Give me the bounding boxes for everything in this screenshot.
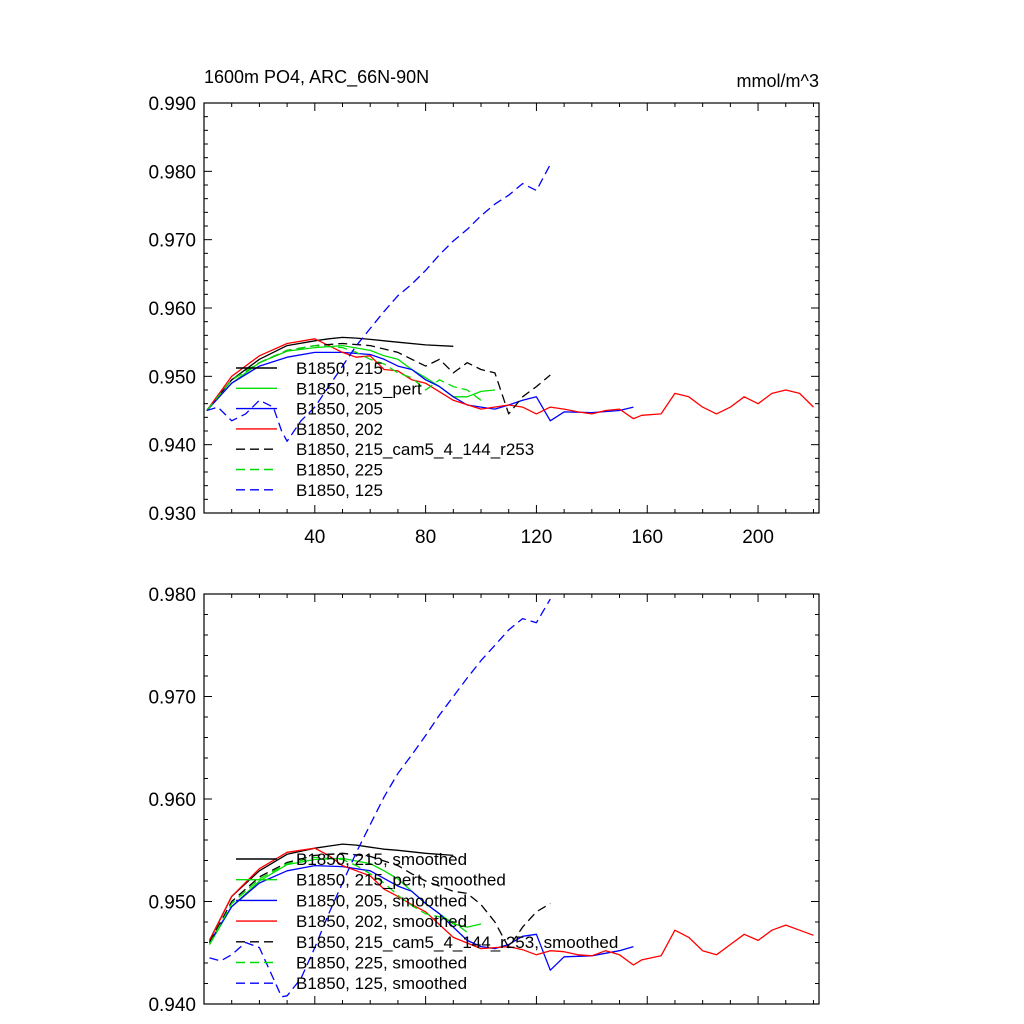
top-legend-label-4: B1850, 215_cam5_4_144_r253	[296, 440, 534, 459]
bottom-y-tick-label: 0.980	[148, 585, 196, 606]
top-series-line-2	[206, 351, 634, 422]
top-y-tick-label: 0.970	[148, 231, 196, 252]
bottom-y-tick-label: 0.950	[148, 893, 196, 914]
top-x-tick-label: 40	[304, 527, 325, 548]
bottom-series-line-6	[209, 598, 551, 998]
top-chart-units: mmol/m^3	[737, 71, 819, 91]
bottom-series-line-5	[208, 856, 468, 945]
top-y-tick-label: 0.980	[148, 162, 196, 183]
top-y-tick-label: 0.950	[148, 367, 196, 388]
bottom-plot-frame	[203, 593, 820, 1005]
bottom-y-tick-label: 0.960	[148, 790, 196, 811]
top-legend-label-2: B1850, 205	[296, 400, 383, 419]
bottom-chart-panel: 0.940 0.950 0.960 0.970 0.980 B1850, 215, sm…	[148, 585, 820, 1016]
bottom-legend-label-6: B1850, 125, smoothed	[296, 974, 467, 993]
top-series-line-0	[206, 336, 454, 411]
top-chart-panel: 1600m PO4, ARC_66N-90N mmol/m^3 40 80 120 1…	[148, 67, 820, 548]
top-x-tick-label: 120	[521, 527, 553, 548]
bottom-series-line-3	[208, 847, 814, 966]
bottom-legend-label-5: B1850, 225, smoothed	[296, 954, 467, 973]
top-y-tick-label: 0.940	[148, 436, 196, 457]
bottom-y-tick-label: 0.970	[148, 688, 196, 709]
top-x-tick-label: 80	[415, 527, 436, 548]
top-y-tick-label: 0.990	[148, 94, 196, 115]
top-series-line-3	[206, 338, 814, 420]
bottom-y-tick-label: 0.940	[148, 995, 196, 1016]
bottom-series-line-2	[208, 864, 634, 971]
bottom-legend-label-1: B1850, 215_pert, smoothed	[296, 871, 506, 890]
bottom-legend-label-2: B1850, 205, smoothed	[296, 891, 467, 910]
top-chart-title: 1600m PO4, ARC_66N-90N	[204, 67, 429, 88]
top-x-tick-label: 200	[742, 527, 774, 548]
bottom-series-line-4	[208, 852, 551, 949]
top-legend-label-5: B1850, 225	[296, 461, 383, 480]
bottom-legend-label-0: B1850, 215, smoothed	[296, 850, 467, 869]
bottom-legend-label-3: B1850, 202, smoothed	[296, 912, 467, 931]
top-series-line-5	[206, 344, 482, 411]
top-y-tick-label: 0.960	[148, 299, 196, 320]
bottom-legend-label-4: B1850, 215_cam5_4_144_r253, smoothed	[296, 933, 618, 952]
top-legend-label-3: B1850, 202	[296, 420, 383, 439]
top-legend-label-1: B1850, 215_pert	[296, 379, 422, 398]
bottom-series-line-0	[208, 843, 454, 941]
top-legend-label-6: B1850, 125	[296, 481, 383, 500]
top-y-tick-label: 0.930	[148, 504, 196, 525]
top-legend-label-0: B1850, 215	[296, 359, 383, 378]
top-series-line-6	[206, 164, 551, 442]
top-x-tick-label: 160	[631, 527, 663, 548]
top-plot-frame	[203, 102, 820, 514]
